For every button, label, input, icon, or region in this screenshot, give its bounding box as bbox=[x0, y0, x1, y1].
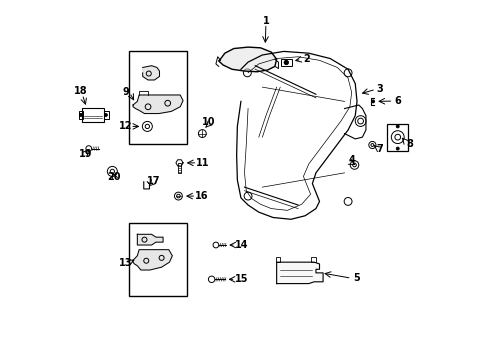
Bar bbox=[79, 111, 83, 119]
Text: 14: 14 bbox=[234, 240, 248, 250]
Bar bbox=[129, 51, 187, 144]
Text: 11: 11 bbox=[195, 158, 209, 168]
Text: 18: 18 bbox=[74, 86, 87, 96]
Text: 20: 20 bbox=[107, 172, 121, 182]
Text: 13: 13 bbox=[119, 258, 132, 268]
Polygon shape bbox=[276, 262, 323, 284]
Text: 16: 16 bbox=[195, 191, 208, 201]
Text: 8: 8 bbox=[405, 139, 412, 149]
Text: 1: 1 bbox=[262, 16, 269, 26]
Bar bbox=[103, 111, 108, 119]
Text: 15: 15 bbox=[234, 274, 248, 284]
Circle shape bbox=[395, 125, 398, 128]
Text: 2: 2 bbox=[303, 54, 310, 64]
Circle shape bbox=[284, 60, 288, 64]
Circle shape bbox=[371, 100, 374, 103]
Text: 6: 6 bbox=[394, 96, 401, 106]
Text: 5: 5 bbox=[353, 273, 360, 283]
Text: 4: 4 bbox=[347, 156, 354, 165]
Circle shape bbox=[104, 113, 107, 116]
Text: 3: 3 bbox=[375, 84, 382, 94]
Text: 9: 9 bbox=[122, 87, 129, 98]
Bar bbox=[386, 124, 407, 151]
Bar bbox=[129, 223, 187, 296]
Text: 10: 10 bbox=[202, 117, 215, 127]
Polygon shape bbox=[142, 66, 159, 80]
Polygon shape bbox=[218, 47, 276, 72]
Bar bbox=[281, 59, 291, 66]
Circle shape bbox=[80, 113, 82, 116]
Text: 7: 7 bbox=[375, 144, 382, 154]
Text: 19: 19 bbox=[79, 149, 92, 159]
Text: 17: 17 bbox=[146, 176, 160, 186]
Text: 12: 12 bbox=[119, 121, 132, 131]
Bar bbox=[178, 163, 181, 173]
Circle shape bbox=[395, 147, 398, 150]
Polygon shape bbox=[133, 95, 183, 113]
Bar bbox=[275, 257, 279, 262]
Polygon shape bbox=[133, 249, 172, 270]
Polygon shape bbox=[137, 234, 163, 245]
Bar bbox=[82, 108, 104, 122]
Bar bbox=[311, 257, 315, 262]
